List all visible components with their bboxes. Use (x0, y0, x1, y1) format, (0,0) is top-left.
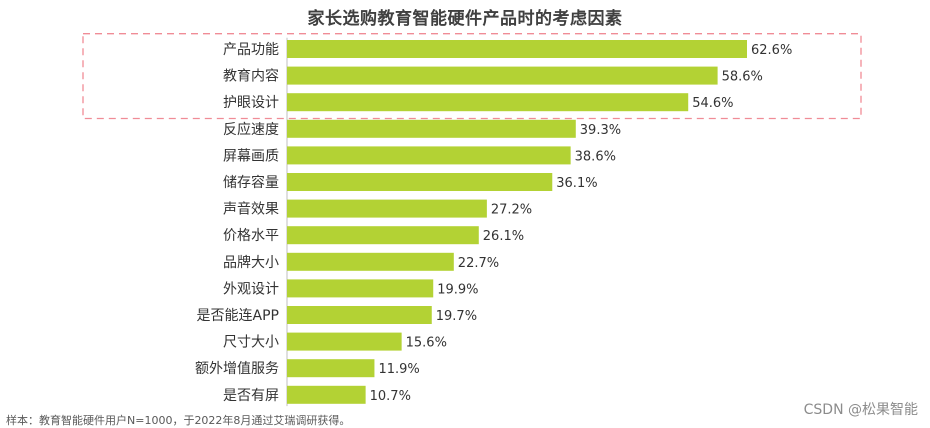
bar-11 (287, 306, 432, 324)
bar-3 (287, 93, 689, 112)
value-label: 10.7% (370, 389, 411, 404)
bar-5 (287, 146, 571, 165)
value-label: 26.1% (483, 229, 524, 244)
category-label: 品牌大小 (223, 254, 279, 271)
bar-9 (287, 252, 454, 271)
source-note: 样本：教育智能硬件用户N=1000，于2022年8月通过艾瑞调研获得。 (6, 414, 351, 427)
highlight-box (82, 33, 862, 120)
bar-13 (287, 359, 375, 378)
category-label: 额外增值服务 (195, 361, 279, 377)
value-label: 22.7% (458, 256, 499, 271)
bar-7 (287, 199, 487, 218)
category-label: 教育内容 (223, 68, 279, 85)
value-label: 62.6% (751, 43, 792, 58)
bar-14 (287, 385, 366, 404)
value-label: 54.6% (692, 96, 733, 111)
bar-2 (287, 66, 718, 85)
bar-10 (287, 279, 434, 298)
value-label: 11.9% (378, 362, 419, 377)
bar-1 (287, 40, 747, 58)
chart-title: 家长选购教育智能硬件产品时的考虑因素 (307, 9, 623, 29)
category-label: 反应速度 (223, 121, 279, 138)
category-label: 价格水平 (223, 228, 279, 244)
bar-6 (287, 173, 553, 191)
bar-12 (287, 332, 402, 351)
category-label: 产品功能 (223, 42, 279, 58)
watermark: CSDN @松果智能 (803, 402, 918, 418)
category-label: 屏幕画质 (223, 148, 279, 164)
category-label: 是否有屏 (223, 388, 279, 404)
bar-4 (287, 119, 576, 138)
value-label: 36.1% (556, 176, 597, 191)
value-label: 15.6% (406, 336, 447, 351)
value-label: 58.6% (722, 70, 763, 85)
category-label: 外观设计 (223, 281, 279, 297)
category-label: 尺寸大小 (223, 335, 279, 351)
value-label: 19.7% (436, 309, 477, 324)
category-label: 储存容量 (223, 174, 279, 191)
bar-8 (287, 226, 479, 245)
value-label: 19.9% (437, 282, 478, 297)
value-label: 27.2% (491, 203, 532, 218)
category-label: 是否能连APP (197, 308, 279, 324)
category-label: 护眼设计 (223, 95, 279, 111)
category-label: 声音效果 (223, 201, 279, 218)
value-label: 39.3% (580, 123, 621, 138)
value-label: 38.6% (575, 149, 616, 164)
